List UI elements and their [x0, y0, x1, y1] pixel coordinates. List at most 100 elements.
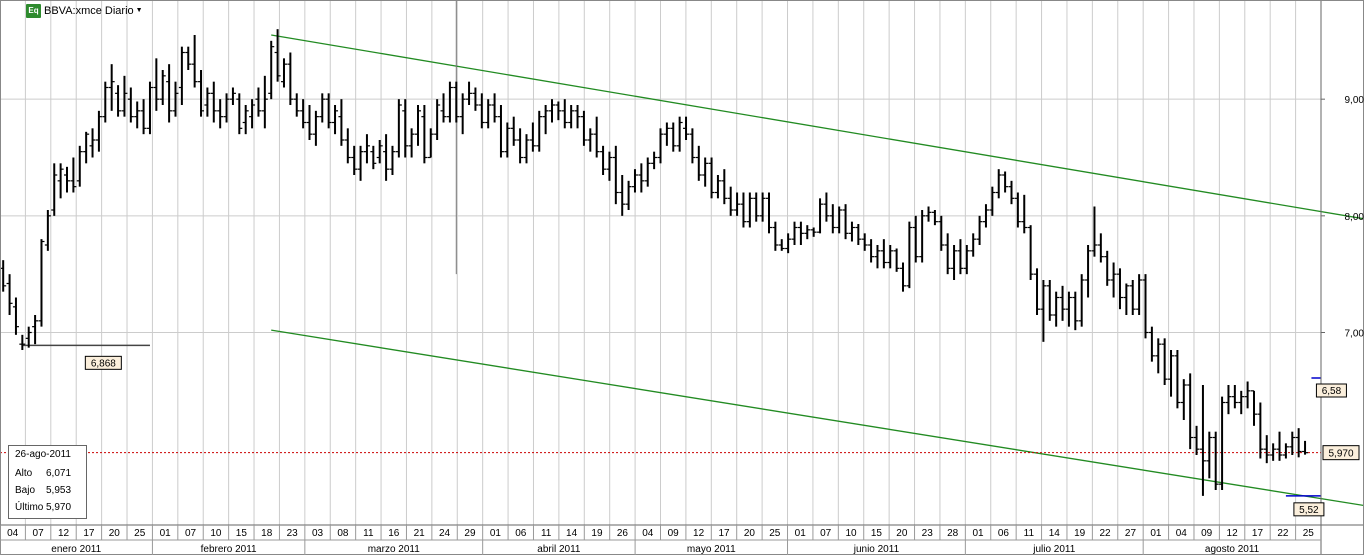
caret-down-icon[interactable]: ▼	[135, 7, 143, 14]
x-tick-label: 04	[1176, 528, 1188, 539]
ohlc-bar	[523, 134, 530, 164]
ohlc-bar	[727, 186, 734, 216]
ohlc-bar	[370, 145, 377, 170]
ohlc-bar	[325, 93, 332, 129]
month-label: agosto 2011	[1205, 544, 1260, 555]
ohlc-bar	[64, 166, 71, 193]
annotation-labels: 6,868 6,58 5,52 5,970	[84, 355, 1360, 517]
ohlc-bar	[842, 204, 849, 240]
ohlc-bar	[906, 221, 913, 289]
ohlc-bar	[791, 221, 798, 245]
x-tick-label: 01	[795, 528, 807, 539]
x-tick-label: 23	[922, 528, 934, 539]
ohlc-bar	[536, 110, 543, 152]
ohlc-bar	[740, 192, 747, 228]
ohlc-bar	[172, 81, 179, 117]
ohlc-bar	[612, 145, 619, 205]
x-tick-label: 14	[566, 528, 578, 539]
ohlc-bar	[421, 105, 428, 164]
ohlc-bar	[1168, 350, 1175, 397]
ohlc-bar	[785, 233, 792, 254]
ohlc-bar	[1097, 233, 1104, 263]
y-axis[interactable]: 7,000 8,000 9,000	[1321, 95, 1364, 340]
ohlc-bar	[893, 248, 900, 272]
ohlc-bar	[83, 131, 90, 164]
x-tick-label: 11	[1024, 528, 1035, 539]
month-label: enero 2011	[51, 544, 101, 555]
x-tick-label: 17	[83, 528, 95, 539]
ohlc-bar	[466, 81, 473, 105]
ohlc-bar	[319, 93, 326, 123]
ohlc-bar	[587, 128, 594, 152]
ohlc-bar	[931, 210, 938, 226]
ohlc-bar	[485, 99, 492, 129]
ohlc-bar	[166, 64, 173, 123]
ohlc-bar	[1212, 431, 1219, 490]
ohlc-bar	[982, 204, 989, 228]
ohlc-bar	[568, 105, 575, 129]
ohlc-bar	[702, 157, 709, 187]
ohlc-bar	[491, 93, 498, 123]
ohlc-bar	[848, 221, 855, 242]
x-tick-label: 15	[236, 528, 248, 539]
level-lines	[0, 344, 1321, 497]
ohlc-bar	[1104, 250, 1111, 286]
y-tick-label: 7,000	[1344, 329, 1364, 340]
ohlc-bar	[1008, 180, 1015, 205]
ohlc-bar	[580, 110, 587, 146]
x-tick-label: 01	[490, 528, 502, 539]
ohlc-bar	[1116, 268, 1123, 310]
ohlc-bar	[497, 105, 504, 158]
month-label: junio 2011	[853, 544, 900, 555]
ohlc-bar	[1238, 390, 1245, 415]
ohlc-bar	[229, 87, 236, 105]
ohlc-bar	[146, 81, 153, 135]
ticker-selector[interactable]: Eq BBVA:xmce Diario ▼	[26, 3, 143, 18]
ohlc-bar	[217, 99, 224, 129]
level-label: 6,58	[1322, 386, 1342, 397]
ohlc-bar	[1072, 291, 1079, 331]
x-tick-label: 07	[33, 528, 45, 539]
level-label: 5,52	[1299, 505, 1319, 516]
ohlc-bar	[472, 87, 479, 111]
ohlc-bar	[995, 169, 1002, 199]
ohlc-bar	[1110, 262, 1117, 298]
ohlc-bar	[102, 81, 109, 123]
x-tick-label: 15	[871, 528, 883, 539]
channel-trendline	[271, 34, 1364, 220]
info-date: 26-ago-2011	[15, 449, 71, 460]
ohlc-bar	[593, 116, 600, 158]
ohlc-bar	[242, 105, 249, 135]
ohlc-bar	[344, 128, 351, 164]
ohlc-bar	[976, 215, 983, 245]
x-tick-label: 01	[160, 528, 172, 539]
ohlc-bar	[198, 70, 205, 117]
ohlc-bars	[0, 29, 1309, 496]
ohlc-bar	[734, 192, 741, 216]
ohlc-bar	[191, 35, 198, 88]
ohlc-bar	[402, 99, 409, 158]
x-tick-label: 25	[134, 528, 146, 539]
info-value: 6,071	[46, 468, 72, 479]
ohlc-bar	[178, 46, 185, 105]
ohlc-bar	[44, 210, 51, 251]
x-tick-label: 07	[820, 528, 832, 539]
ohlc-bar	[274, 29, 281, 82]
ohlc-bar	[510, 116, 517, 146]
ohlc-bar	[1129, 280, 1136, 315]
x-tick-label: 19	[591, 528, 603, 539]
info-label: Alto	[15, 468, 33, 479]
ohlc-bar	[249, 99, 256, 129]
ohlc-bar	[836, 206, 843, 234]
ohlc-bar	[1225, 385, 1232, 415]
ohlc-bar	[223, 93, 230, 123]
x-axis[interactable]: 04 07 12 17 20 25 01 07 10 15 18 23 03 08 11 16 21 24 29 01…	[0, 525, 1321, 555]
x-tick-label: 28	[947, 528, 959, 539]
ohlc-bar	[1021, 194, 1028, 234]
ohlc-bar	[619, 175, 626, 216]
ohlc-bar	[185, 46, 192, 70]
ohlc-bar	[1142, 274, 1149, 339]
ohlc-bar	[38, 239, 45, 327]
